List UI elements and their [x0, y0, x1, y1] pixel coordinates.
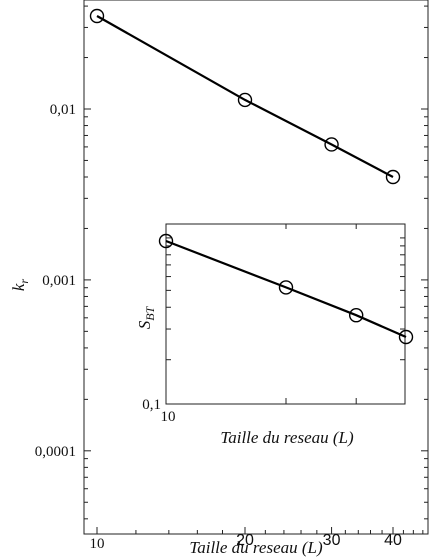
main-y-axis-title: kr	[9, 279, 31, 292]
inset-x-axis-title: Taille du reseau (L)	[220, 428, 354, 447]
inset-ticks	[166, 224, 405, 404]
svg-text:kr: kr	[9, 279, 31, 292]
svg-text:SBT: SBT	[135, 305, 157, 329]
main-x-axis-title: Taille du reseau (L)	[189, 538, 323, 557]
x-tick-label: 30	[323, 532, 341, 549]
main-plot-frame	[83, 0, 429, 535]
y-tick-label: 0,0001	[35, 444, 76, 460]
main-data-point	[89, 8, 105, 24]
y-tick-label: 0,01	[50, 102, 76, 118]
inset-series-line	[165, 239, 407, 339]
inset-y-tick-label: 0,1	[142, 397, 161, 413]
inset-data-point	[398, 329, 414, 345]
inset-series	[158, 233, 414, 345]
main-series	[89, 8, 401, 185]
inset-plot-frame	[165, 223, 406, 405]
x-tick-label: 40	[384, 532, 402, 549]
inset-x-tick-label: 10	[161, 409, 176, 425]
x-tick-label: 10	[90, 536, 105, 552]
main-series-line	[96, 15, 394, 178]
main-data-point	[237, 92, 253, 108]
main-data-point	[385, 169, 401, 185]
inset-data-point	[158, 233, 174, 249]
main-ticks: 0,01 0,001 0,0001 10 20 30 40	[35, 5, 428, 552]
inset-y-axis-title: SBT	[135, 305, 157, 329]
x-tick-label: 20	[236, 532, 254, 549]
inset-data-point	[348, 308, 364, 323]
main-data-point	[324, 137, 339, 152]
y-tick-label: 0,001	[42, 273, 76, 289]
inset-data-point	[278, 280, 294, 295]
